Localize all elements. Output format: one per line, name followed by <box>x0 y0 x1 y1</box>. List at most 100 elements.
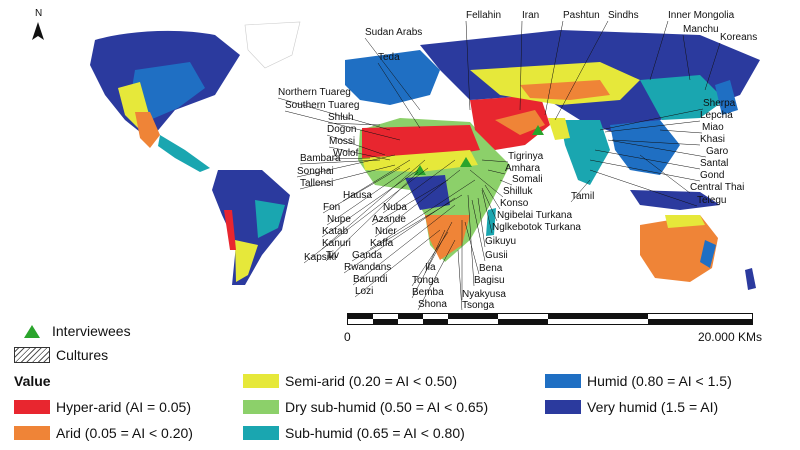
culture-label: Gikuyu <box>485 236 516 247</box>
sahel <box>362 150 478 172</box>
interviewee-markers <box>414 125 544 175</box>
culture-label: Lozi <box>355 286 373 297</box>
leader-line <box>484 184 501 210</box>
leader-line <box>377 62 421 129</box>
legend-item-semi-arid: Semi-arid (0.20 = AI < 0.50) <box>243 373 457 389</box>
southeast-asia <box>610 120 680 175</box>
leader-line <box>659 129 703 134</box>
leader-line <box>481 159 509 163</box>
triangle-icon <box>24 324 40 338</box>
leader-line <box>321 159 426 250</box>
legend-cultures-label: Cultures <box>56 347 109 363</box>
indonesia <box>630 190 720 210</box>
north-america-southwest <box>135 112 160 148</box>
culture-label: Central Thai <box>690 182 744 193</box>
culture-label: Konso <box>500 198 529 209</box>
east-asia <box>640 75 725 120</box>
culture-label: Tamil <box>571 191 594 202</box>
culture-label: Khasi <box>700 134 725 145</box>
south-america-south <box>235 240 258 282</box>
leader-line <box>487 169 506 175</box>
central-asia-arid <box>520 80 610 100</box>
culture-label: Koreans <box>720 32 757 43</box>
south-america <box>212 170 290 285</box>
legend-item-label: Semi-arid (0.20 = AI < 0.50) <box>285 373 457 389</box>
culture-label: Kaffa <box>370 238 394 249</box>
leader-line <box>299 159 381 165</box>
leader-line <box>321 169 419 238</box>
central-africa <box>405 175 450 210</box>
leader-line <box>604 120 701 133</box>
culture-label: Garo <box>706 146 729 157</box>
culture-label: Shluh <box>328 112 354 123</box>
culture-label: Miao <box>702 122 724 133</box>
leader-line <box>457 249 463 310</box>
culture-label: Teda <box>378 52 400 63</box>
legend-item-dry-sub-humid: Dry sub-humid (0.50 = AI < 0.65) <box>243 399 488 415</box>
hatch-swatch-icon <box>14 347 50 363</box>
culture-label: Dogon <box>327 124 356 135</box>
leader-line <box>326 167 411 226</box>
europe <box>345 50 440 105</box>
culture-label: Hausa <box>343 190 372 201</box>
north-label: N <box>35 8 43 19</box>
leader-line <box>325 171 419 262</box>
leader-line <box>594 149 701 170</box>
culture-label: Nuer <box>375 226 397 237</box>
culture-label: Santal <box>700 158 728 169</box>
central-america <box>158 135 210 172</box>
swatch-semi-arid <box>243 374 279 388</box>
scale-zero-label: 0 <box>344 330 351 344</box>
australia <box>640 215 718 282</box>
new-zealand <box>745 268 756 290</box>
leader-line <box>411 221 453 299</box>
culture-label: Tigrinya <box>508 151 544 162</box>
leader-line <box>374 169 461 238</box>
swatch-humid <box>545 374 581 388</box>
leader-line <box>299 164 396 190</box>
culture-label: Iran <box>522 10 539 21</box>
leader-line <box>599 108 704 131</box>
legend-item-arid: Arid (0.05 = AI < 0.20) <box>14 425 193 441</box>
culture-label: Gond <box>700 170 724 181</box>
culture-label: Sherpa <box>703 98 736 109</box>
interviewee-marker <box>460 157 472 167</box>
leader-line <box>371 179 449 226</box>
scale-bar-track <box>347 313 753 325</box>
swatch-very-humid <box>545 400 581 414</box>
culture-label: Manchu <box>683 24 719 35</box>
swatch-arid <box>14 426 50 440</box>
leader-line <box>351 194 463 262</box>
culture-label: Rwandans <box>344 262 391 273</box>
southern-africa <box>425 215 470 260</box>
world-aridity-map: Sudan Arabs Teda Fellahin Iran Pashtun Sindhs… <box>90 10 760 310</box>
greenland <box>244 21 301 69</box>
culture-label: Tallensi <box>300 178 333 189</box>
leader-line <box>322 167 401 214</box>
leader-line <box>481 189 493 234</box>
leader-line <box>354 229 441 298</box>
legend-cultures: Cultures <box>14 347 108 363</box>
culture-label: Tiv <box>326 250 339 261</box>
australia-east <box>700 240 716 268</box>
culture-label: Nupe <box>327 214 351 225</box>
legend-item-humid: Humid (0.80 = AI < 1.5) <box>545 373 732 389</box>
legend-item-label: Very humid (1.5 = AI) <box>587 399 719 415</box>
interviewee-marker <box>414 165 426 175</box>
leader-line <box>639 154 691 194</box>
leader-line <box>296 154 396 178</box>
north-america-interior <box>130 62 205 120</box>
swatch-dry-sub-humid <box>243 400 279 414</box>
legend-item-sub-humid: Sub-humid (0.65 = AI < 0.80) <box>243 425 465 441</box>
culture-label: Amhara <box>505 163 540 174</box>
legend-item-label: Arid (0.05 = AI < 0.20) <box>56 425 193 441</box>
south-america-west-arid <box>224 210 236 250</box>
leader-line <box>589 159 701 182</box>
australia-north <box>665 215 705 228</box>
culture-label: Kanuri <box>322 238 351 249</box>
legend-item-label: Dry sub-humid (0.50 = AI < 0.65) <box>285 399 489 415</box>
culture-label: Gusii <box>485 250 508 261</box>
map-land <box>90 21 760 290</box>
legend-item-label: Humid (0.80 = AI < 1.5) <box>587 373 732 389</box>
leader-line <box>649 20 669 81</box>
